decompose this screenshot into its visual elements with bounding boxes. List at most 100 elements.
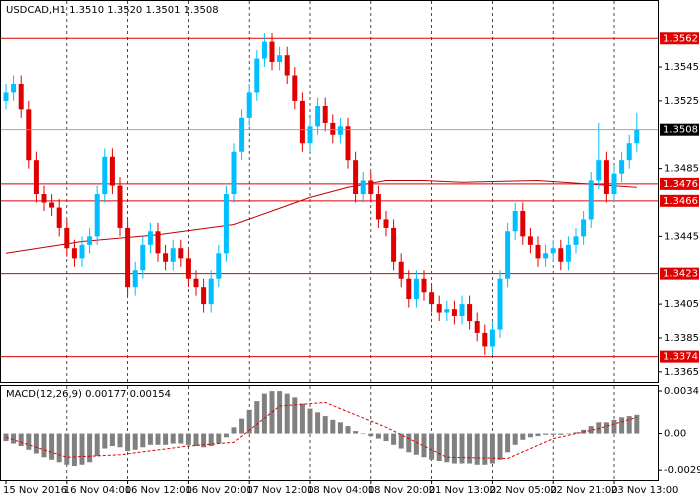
macd-bar xyxy=(360,433,366,435)
macd-bar xyxy=(87,433,93,463)
level-label-bg xyxy=(660,32,699,45)
macd-bar xyxy=(246,409,252,434)
candle-body xyxy=(94,194,100,237)
candle-body xyxy=(185,258,191,279)
macd-bar xyxy=(11,433,17,444)
macd-bar xyxy=(185,433,191,445)
y-tick-label: 1.3485 xyxy=(664,164,699,175)
macd-bar xyxy=(147,433,153,445)
macd-bar xyxy=(140,433,146,448)
macd-bar xyxy=(284,393,290,434)
candle-body xyxy=(41,194,47,203)
candle-body xyxy=(398,261,404,279)
x-tick-label: 18 Nov 20:00 xyxy=(368,485,435,496)
macd-bar xyxy=(368,433,374,437)
candle-body xyxy=(573,236,579,245)
candle-body xyxy=(512,210,518,232)
candle-body xyxy=(345,126,351,161)
macd-bar xyxy=(18,433,24,447)
candle-body xyxy=(33,160,39,195)
candle-body xyxy=(125,227,131,288)
candle-body xyxy=(558,248,564,262)
macd-bar xyxy=(474,433,480,465)
macd-bar xyxy=(497,433,503,460)
candle-body xyxy=(284,55,290,76)
macd-bar xyxy=(588,426,594,434)
macd-bar xyxy=(337,422,343,434)
candle-body xyxy=(239,117,245,152)
main-panel xyxy=(0,0,659,383)
candle-body xyxy=(178,248,184,259)
candle-body xyxy=(109,156,115,186)
macd-bar xyxy=(444,433,450,463)
macd-bar xyxy=(391,433,397,445)
macd-bar xyxy=(94,433,100,457)
candle-body xyxy=(383,219,389,228)
macd-bar xyxy=(512,433,518,445)
candle-body xyxy=(429,292,435,305)
candle-body xyxy=(467,304,473,322)
candle-body xyxy=(71,248,77,259)
candle-body xyxy=(482,332,488,347)
macd-bar xyxy=(56,433,62,463)
candle-body xyxy=(254,58,260,93)
x-tick-label: 21 Nov 13:00 xyxy=(429,485,496,496)
y-tick-label: 1.3365 xyxy=(664,367,699,378)
candle-body xyxy=(201,287,207,305)
macd-bar xyxy=(64,433,70,465)
candle-body xyxy=(527,236,533,245)
candle-body xyxy=(368,180,374,195)
macd-bar xyxy=(573,432,579,434)
macd-bar xyxy=(345,426,351,434)
level-label: 1.3466 xyxy=(663,196,698,207)
candle-body xyxy=(375,194,381,220)
macd-bar xyxy=(459,433,465,464)
candle-body xyxy=(505,231,511,279)
candle-body xyxy=(353,160,359,195)
macd-bar xyxy=(277,391,283,434)
y-tick-label: 0.00341 xyxy=(664,386,700,397)
macd-bar xyxy=(117,433,123,448)
candle-body xyxy=(18,83,24,110)
y-tick-label: 1.3525 xyxy=(664,96,699,107)
last-price-bg xyxy=(660,123,699,136)
macd-bar xyxy=(467,433,473,464)
level-label-bg xyxy=(660,350,699,363)
candle-body xyxy=(208,278,214,305)
x-tick-label: 15 Nov 2016 xyxy=(3,485,67,496)
candle-body xyxy=(140,244,146,271)
candle-body xyxy=(391,227,397,262)
macd-bar xyxy=(201,433,207,448)
macd-bar xyxy=(626,416,632,434)
macd-bar xyxy=(353,431,359,434)
y-tick-label: 0.00 xyxy=(664,429,686,440)
x-tick-label: 16 Nov 20:00 xyxy=(185,485,252,496)
macd-bar xyxy=(406,433,412,453)
macd-bar xyxy=(611,419,617,434)
level-label: 1.3476 xyxy=(663,179,698,190)
macd-bar xyxy=(26,433,32,450)
candle-body xyxy=(147,231,153,245)
macd-bar xyxy=(170,433,176,444)
x-tick-label: 17 Nov 12:00 xyxy=(246,485,313,496)
candle-body xyxy=(565,244,571,262)
candle-body xyxy=(406,278,412,300)
candle-body xyxy=(269,41,275,62)
chart-title: USDCAD,H1 1.3510 1.3520 1.3501 1.3508 xyxy=(6,5,219,16)
x-tick-label: 16 Nov 04:00 xyxy=(64,485,131,496)
macd-bar xyxy=(634,414,640,434)
candle-body xyxy=(163,253,169,262)
y-tick-label: 1.3405 xyxy=(664,299,699,310)
candle-body xyxy=(611,173,617,195)
macd-bar xyxy=(543,433,549,435)
macd-bar xyxy=(421,433,427,458)
level-label-bg xyxy=(660,177,699,190)
y-tick-label: -0.00293 xyxy=(664,465,700,476)
candle-body xyxy=(26,109,32,161)
x-tick-label: 22 Nov 21:00 xyxy=(550,485,617,496)
candle-body xyxy=(588,180,594,220)
candle-body xyxy=(474,321,480,333)
macd-bar xyxy=(565,433,571,435)
macd-bar xyxy=(299,403,305,434)
macd-bar xyxy=(307,408,313,434)
